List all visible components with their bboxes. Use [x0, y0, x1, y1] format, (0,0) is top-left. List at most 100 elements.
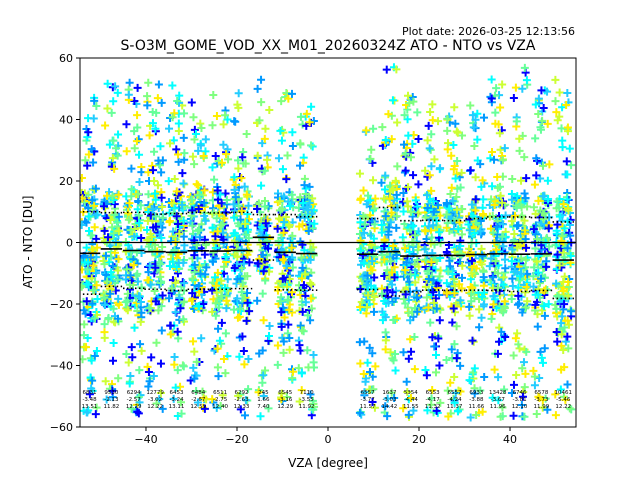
- data-point: [124, 90, 133, 99]
- data-point: [260, 202, 269, 211]
- data-point: [197, 334, 206, 343]
- data-point: [92, 234, 101, 243]
- data-point: [84, 128, 93, 137]
- data-point: [412, 293, 421, 302]
- data-point: [283, 151, 292, 160]
- data-point: [151, 212, 160, 221]
- data-point: [109, 97, 118, 106]
- data-point: [478, 292, 487, 301]
- data-point: [174, 150, 183, 159]
- data-point: [385, 223, 394, 232]
- data-point: [534, 196, 543, 205]
- data-point: [532, 257, 541, 266]
- data-point: [133, 83, 142, 92]
- data-point: [362, 280, 371, 289]
- data-point: [109, 356, 117, 365]
- data-point: [90, 185, 99, 194]
- data-point: [563, 380, 572, 389]
- data-point: [534, 94, 543, 103]
- x-tick-label: 20: [412, 433, 426, 446]
- data-point: [308, 224, 317, 233]
- data-point: [514, 291, 523, 300]
- data-point: [392, 65, 401, 74]
- data-point: [368, 257, 377, 266]
- data-point: [234, 164, 243, 173]
- data-point: [537, 86, 546, 95]
- data-point: [194, 281, 203, 290]
- data-point: [513, 243, 522, 252]
- data-point: [237, 245, 246, 254]
- data-point: [443, 126, 452, 135]
- data-point: [452, 127, 461, 136]
- data-point: [365, 368, 374, 377]
- data-point: [174, 157, 183, 166]
- data-point: [84, 280, 93, 289]
- data-point: [540, 302, 549, 311]
- data-point: [168, 81, 177, 90]
- data-point: [88, 231, 97, 240]
- data-point: [80, 282, 86, 291]
- data-point: [165, 261, 174, 270]
- data-point: [563, 244, 572, 253]
- data-point: [201, 147, 210, 156]
- data-point: [377, 228, 386, 237]
- data-point: [473, 135, 482, 144]
- data-point: [178, 278, 187, 287]
- data-point: [544, 224, 553, 233]
- data-point: [91, 269, 100, 278]
- data-point: [156, 389, 165, 398]
- data-point: [421, 366, 430, 375]
- data-point: [508, 282, 517, 290]
- data-point: [567, 307, 576, 316]
- data-point: [421, 213, 430, 222]
- data-point: [101, 121, 110, 130]
- data-point: [564, 291, 573, 300]
- data-point: [359, 369, 368, 378]
- bin-stat-stat3: 11.66: [468, 404, 484, 410]
- data-point: [560, 300, 569, 309]
- data-point: [282, 261, 291, 270]
- data-point: [208, 163, 217, 172]
- y-tick-label: 20: [59, 175, 73, 188]
- data-point: [174, 119, 183, 128]
- bin-stat-stat2: -3.02: [148, 397, 162, 403]
- data-point: [518, 211, 527, 220]
- data-point: [466, 166, 475, 175]
- data-point: [470, 364, 479, 373]
- data-point: [515, 299, 524, 308]
- x-axis-ticks: −40 −20 0 20 40: [134, 427, 517, 446]
- data-point: [369, 307, 378, 316]
- data-point: [173, 96, 182, 105]
- data-point: [421, 227, 430, 236]
- y-tick-label: −20: [50, 298, 73, 311]
- data-point: [243, 225, 252, 234]
- data-point: [488, 182, 497, 191]
- data-point: [170, 109, 179, 118]
- data-point: [235, 352, 244, 361]
- data-point: [180, 279, 189, 288]
- data-point: [357, 410, 366, 419]
- data-point: [110, 248, 119, 257]
- data-point: [508, 245, 517, 254]
- data-point: [243, 298, 252, 307]
- data-point: [565, 404, 574, 413]
- data-point: [447, 345, 456, 354]
- data-point: [91, 410, 100, 419]
- data-point: [157, 193, 166, 202]
- data-point: [80, 220, 86, 229]
- y-tick-label: 0: [66, 237, 73, 250]
- data-point: [565, 144, 574, 153]
- data-point: [145, 304, 154, 313]
- data-point: [497, 327, 506, 336]
- data-point: [274, 236, 283, 245]
- data-point: [217, 318, 226, 327]
- data-point: [109, 339, 118, 348]
- data-point: [259, 316, 268, 325]
- data-point: [275, 197, 284, 206]
- data-point: [489, 228, 498, 237]
- bin-stat-count: 6746: [513, 390, 527, 396]
- data-point: [563, 88, 572, 97]
- data-point: [520, 412, 529, 421]
- data-point: [447, 183, 456, 192]
- data-point: [307, 304, 316, 313]
